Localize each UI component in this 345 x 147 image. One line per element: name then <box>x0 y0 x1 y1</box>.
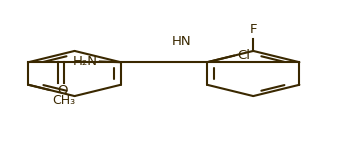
Text: CH₃: CH₃ <box>53 93 76 107</box>
Text: F: F <box>249 23 257 36</box>
Text: HN: HN <box>172 35 192 48</box>
Text: Cl: Cl <box>237 49 250 62</box>
Text: O: O <box>57 84 67 97</box>
Text: H₂N: H₂N <box>73 55 98 68</box>
